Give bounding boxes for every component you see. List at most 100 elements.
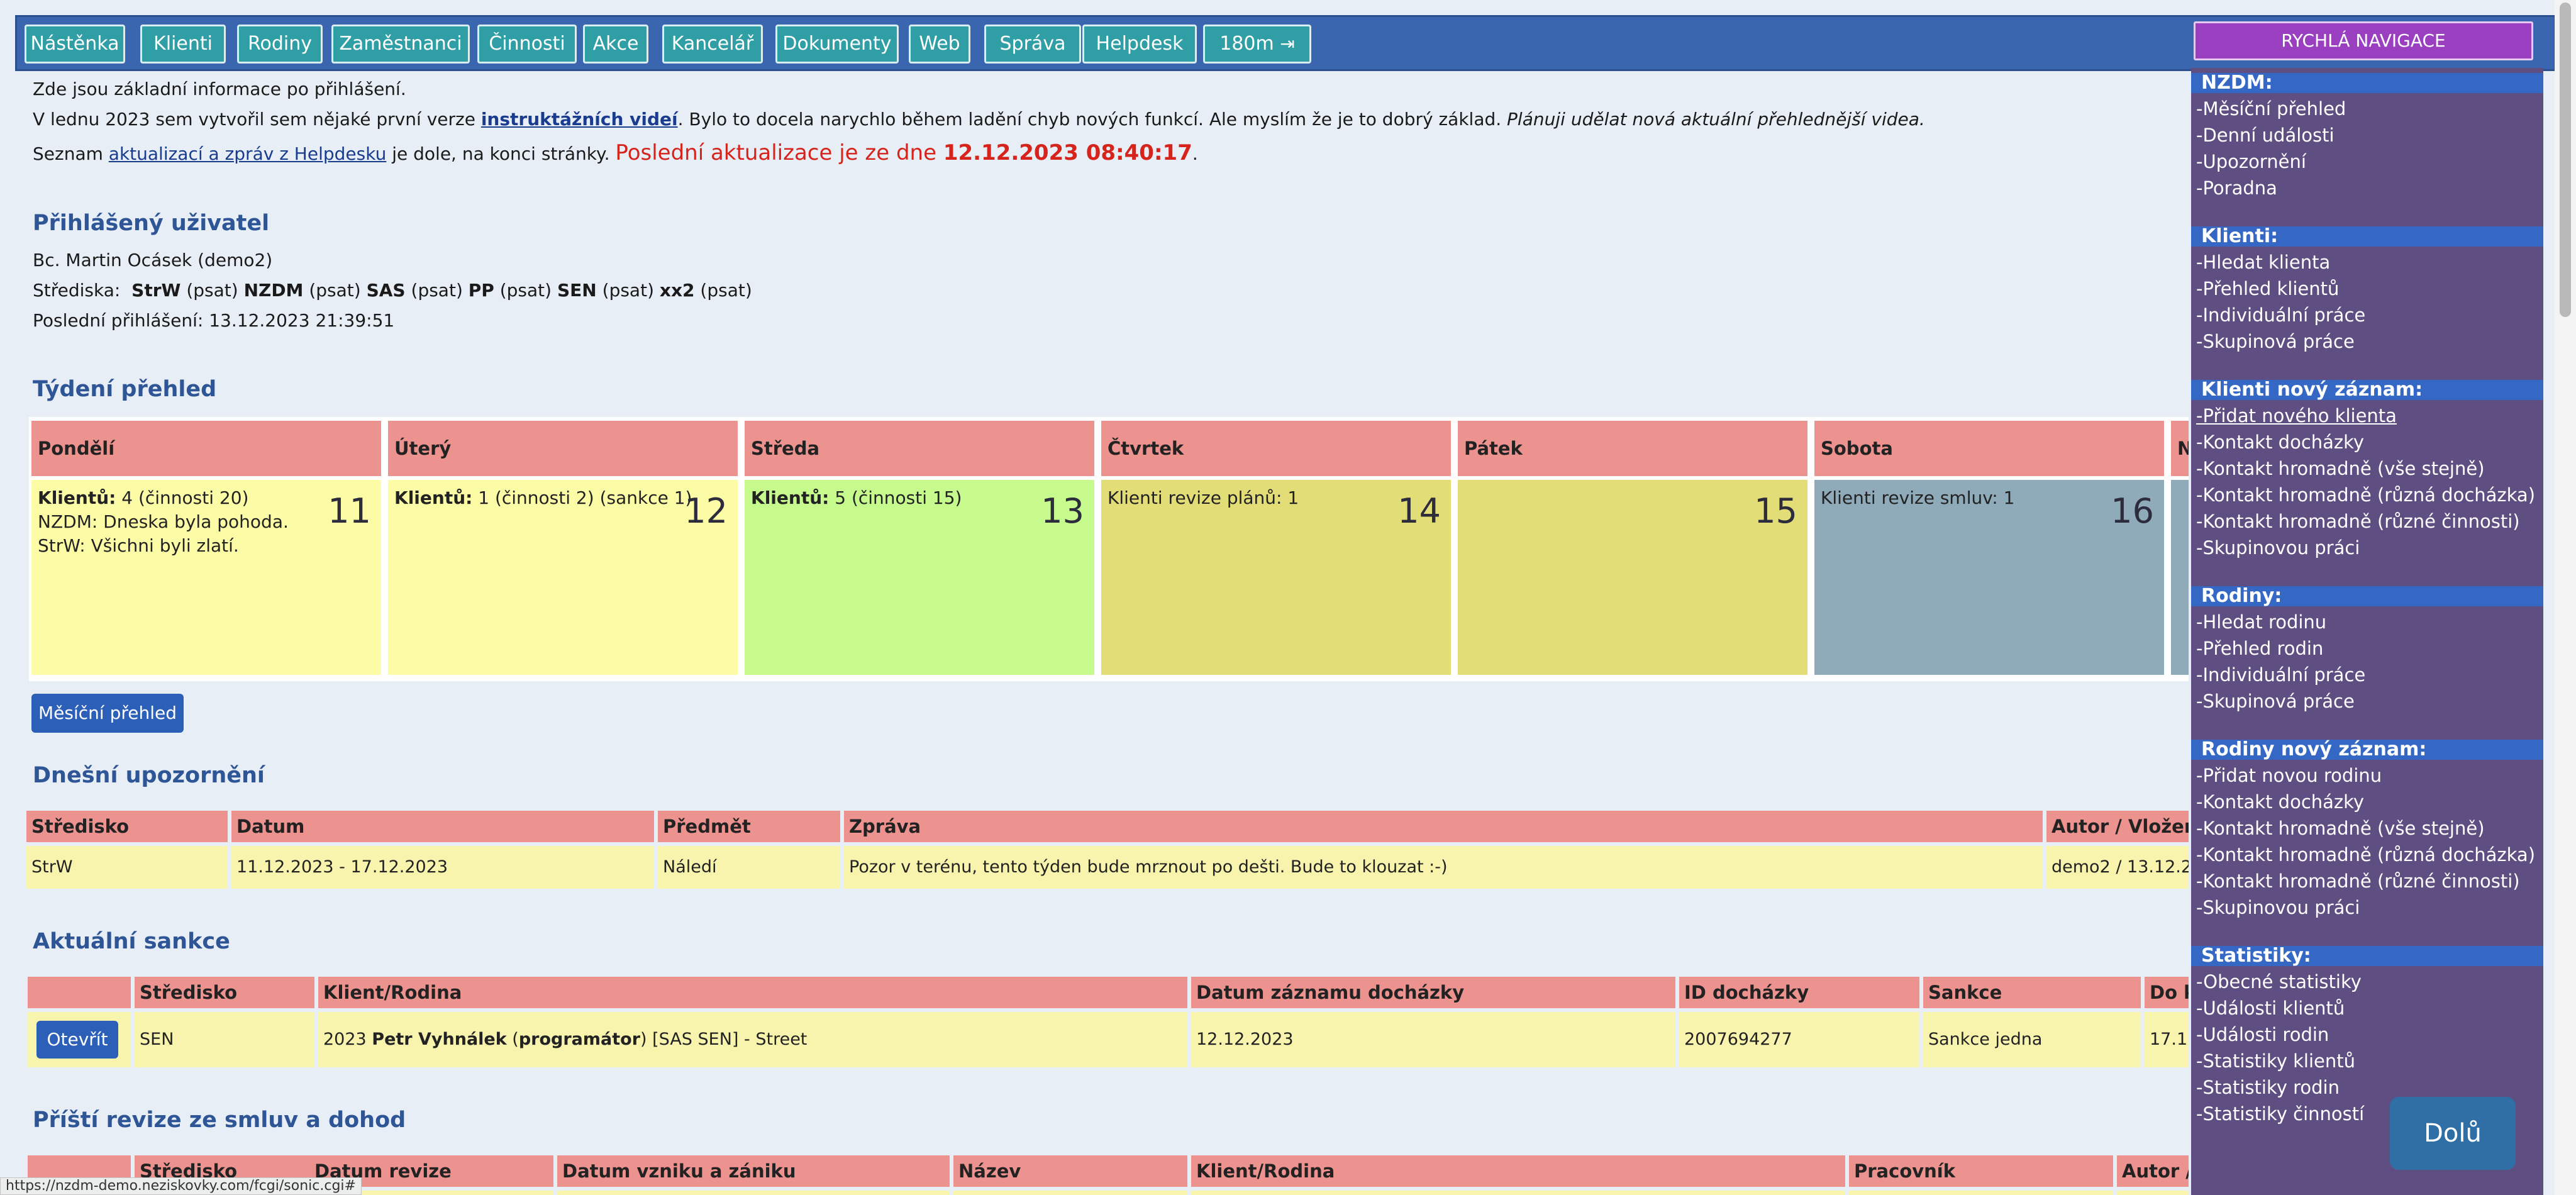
day-cell-1[interactable]: 11 Klientů: 4 (činnosti 20) NZDM: Dneska b… [31,480,381,675]
client-year: 2023 [323,1030,372,1049]
sidebar-item[interactable]: -Přidat novou rodinu [2196,765,2382,786]
sidebar-item[interactable]: -Kontakt docházky [2196,791,2365,813]
sanctions-cell-until: 17.12 [2145,1012,2189,1067]
sidebar-item[interactable]: -Skupinová práce [2196,331,2355,352]
sidebar-item[interactable]: -Přidat nového klienta [2196,405,2397,426]
sidebar-section-3: Klienti nový záznam: [2191,380,2543,400]
sidebar-item[interactable]: -Poradna [2196,177,2277,199]
day-summary-value: Klienti revize plánů: 1 [1108,487,1299,508]
sanctions-cell-center: SEN [135,1012,314,1067]
nav-dokumenty[interactable]: Dokumenty [775,25,899,64]
day-header-7: N [2171,421,2189,476]
sidebar-item[interactable]: -Upozornění [2196,151,2306,172]
sidebar-item[interactable]: -Obecné statistiky [2196,971,2362,992]
nav-cinnosti[interactable]: Činnosti [477,25,577,64]
nav-web[interactable]: Web [909,25,970,64]
sidebar-item[interactable]: -Události klientů [2196,998,2345,1019]
quick-nav-sidebar: NZDM: -Měsíční přehled -Denní události -Upo… [2191,68,2543,1195]
alerts-cell: Náledí [658,846,840,889]
sidebar-item[interactable]: -Hledat klienta [2196,252,2331,273]
sanctions-col-header-5: ID docházky [1679,977,1919,1008]
sidebar-item[interactable]: -Individuální práce [2196,664,2366,686]
day-cell-7[interactable] [2171,480,2189,675]
scrollbar-thumb[interactable] [2560,3,2571,317]
day-cell-2[interactable]: 12 Klientů: 1 (činnosti 2) (sankce 1) [388,480,738,675]
centers-label: Střediska: [33,280,121,301]
sidebar-item[interactable]: -Měsíční přehled [2196,98,2346,119]
revisions-col-header-6: Klient/Rodina [1191,1155,1845,1187]
day-summary: Klienti revize smluv: 1 [1821,486,2158,510]
sidebar-item[interactable]: -Kontakt hromadně (vše stejně) [2196,818,2485,839]
sidebar-item[interactable]: -Skupinovou práci [2196,897,2360,918]
sidebar-item[interactable]: -Kontakt hromadně (různé činnosti) [2196,870,2520,892]
sanctions-col-header-4: Datum záznamu docházky [1191,977,1675,1008]
sidebar-item[interactable]: -Kontakt docházky [2196,431,2365,453]
alerts-cell: StrW [26,846,228,889]
sidebar-item[interactable]: -Kontakt hromadně (různá docházka) [2196,484,2536,506]
top-nav-bar: Nástěnka Klienti Rodiny Zaměstnanci Činn… [15,15,2556,71]
day-cell-3[interactable]: 13 Klientů: 5 (činnosti 15) [745,480,1094,675]
nav-180m-label: 180m [1219,33,1274,55]
day-note: NZDM: Dneska byla pohoda. [38,511,289,532]
sidebar-item[interactable]: -Skupinovou práci [2196,537,2360,559]
sidebar-item[interactable]: -Hledat rodinu [2196,611,2327,633]
sidebar-item[interactable]: -Přehled klientů [2196,278,2340,299]
paren: ( [506,1030,519,1049]
revisions-col-header-8: Autor / Vl [2117,1155,2189,1187]
alerts-col-header-5: Autor / Vloženo [2046,811,2189,842]
nav-rodiny[interactable]: Rodiny [237,25,323,64]
nav-180m[interactable]: 180m ⇥ [1203,25,1311,64]
day-cell-4[interactable]: 14 Klienti revize plánů: 1 [1101,480,1451,675]
open-sanction-button[interactable]: Otevřít [36,1021,118,1059]
intro-italic: Plánuji udělat nová aktuální přehlednějš… [1507,109,1925,130]
revisions-cell-created: 13.12.2023 - [557,1191,950,1195]
sanctions-cell-sanction: Sankce jedna [1923,1012,2141,1067]
sidebar-item[interactable]: -Statistiky činností [2196,1103,2365,1125]
day-header-2: Úterý [388,421,738,476]
week-overview-heading: Týdení přehled [33,377,217,402]
alerts-col-header-2: Datum [231,811,654,842]
sidebar-item[interactable]: -Individuální práce [2196,304,2366,326]
sidebar-item[interactable]: -Události rodin [2196,1024,2329,1045]
day-cell-5[interactable]: 15 [1458,480,1807,675]
day-header-1: Pondělí [31,421,381,476]
sidebar-section-5: Rodiny nový záznam: [2191,740,2543,760]
nav-kancelar[interactable]: Kancelář [662,25,763,64]
sidebar-section-6: Statistiky: [2191,946,2543,966]
sidebar-item[interactable]: -Kontakt hromadně (vše stejně) [2196,458,2485,479]
quick-navigation-button[interactable]: RYCHLÁ NAVIGACE [2194,21,2533,60]
nav-sprava[interactable]: Správa [984,25,1081,64]
sidebar-item[interactable]: -Kontakt hromadně (různá docházka) [2196,844,2536,865]
sidebar-item[interactable]: -Kontakt hromadně (různé činnosti) [2196,511,2520,532]
nav-helpdesk[interactable]: Helpdesk [1082,25,1197,64]
nav-akce[interactable]: Akce [583,25,648,64]
intro-text: Seznam [33,143,109,164]
sidebar-item[interactable]: -Denní události [2196,125,2334,146]
day-note: StrW: Všichni byli zlatí. [38,535,239,556]
sidebar-item[interactable]: -Statistiky rodin [2196,1077,2340,1098]
nav-nastenka[interactable]: Nástěnka [25,25,125,64]
alerts-cell: Pozor v terénu, tento týden bude mrznout… [844,846,2043,889]
helpdesk-updates-link[interactable]: aktualizací a zpráv z Helpdesku [108,143,387,164]
monthly-overview-button[interactable]: Měsíční přehled [31,694,184,733]
revisions-cell-date: 16.12.2023 [309,1191,553,1195]
sanctions-col-header-2: Středisko [135,977,314,1008]
revisions-col-header-4: Datum vzniku a zániku [557,1155,950,1187]
nav-zamestnanci[interactable]: Zaměstnanci [331,25,470,64]
sidebar-item[interactable]: -Přehled rodin [2196,638,2324,659]
day-cell-6[interactable]: 16 Klienti revize smluv: 1 [1814,480,2164,675]
scroll-down-button[interactable]: Dolů [2390,1097,2516,1170]
revisions-cell-name: MOje smlouva 2 [953,1191,1187,1195]
logout-arrow-icon: ⇥ [1280,33,1295,54]
day-header-6: Sobota [1814,421,2164,476]
sidebar-item[interactable]: -Statistiky klientů [2196,1050,2355,1072]
nav-klienti[interactable]: Klienti [140,25,226,64]
day-summary-label: Klientů: [38,487,116,508]
day-number: 12 [684,491,728,531]
sidebar-item[interactable]: -Skupinová práce [2196,691,2355,712]
sidebar-section-2: Klienti: [2191,226,2543,247]
instruction-videos-link[interactable]: instruktážních videí [480,109,678,130]
day-number: 14 [1397,491,1441,531]
day-header-5: Pátek [1458,421,1807,476]
revisions-cell-author: demo2 / 13.12.2023 21:49:03 [2117,1191,2189,1195]
